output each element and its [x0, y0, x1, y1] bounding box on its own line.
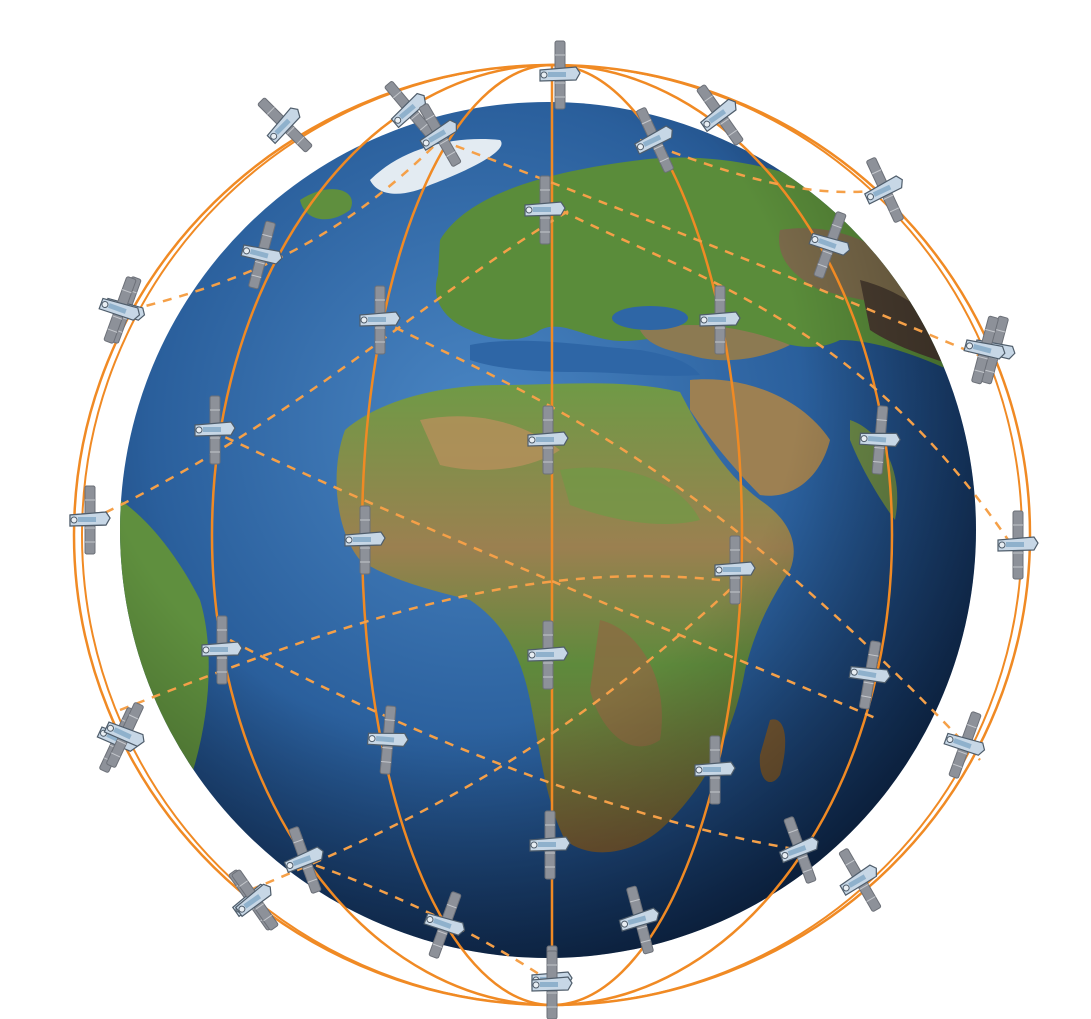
globe-shading [120, 102, 976, 958]
satellite-icon [531, 950, 573, 1019]
link-1 [89, 208, 571, 522]
link-2 [129, 139, 441, 312]
satellite-icon [825, 839, 895, 921]
link-9 [379, 318, 981, 761]
link-6 [119, 574, 721, 712]
satellite-icon [218, 860, 292, 940]
link-3 [439, 138, 991, 362]
link-7 [229, 638, 801, 852]
satellite-icon [246, 86, 324, 164]
satellite-icon [997, 510, 1039, 580]
satellite-icon [539, 40, 581, 110]
satellite-icon [851, 150, 919, 230]
link-10 [639, 138, 881, 194]
link-5 [209, 428, 881, 722]
